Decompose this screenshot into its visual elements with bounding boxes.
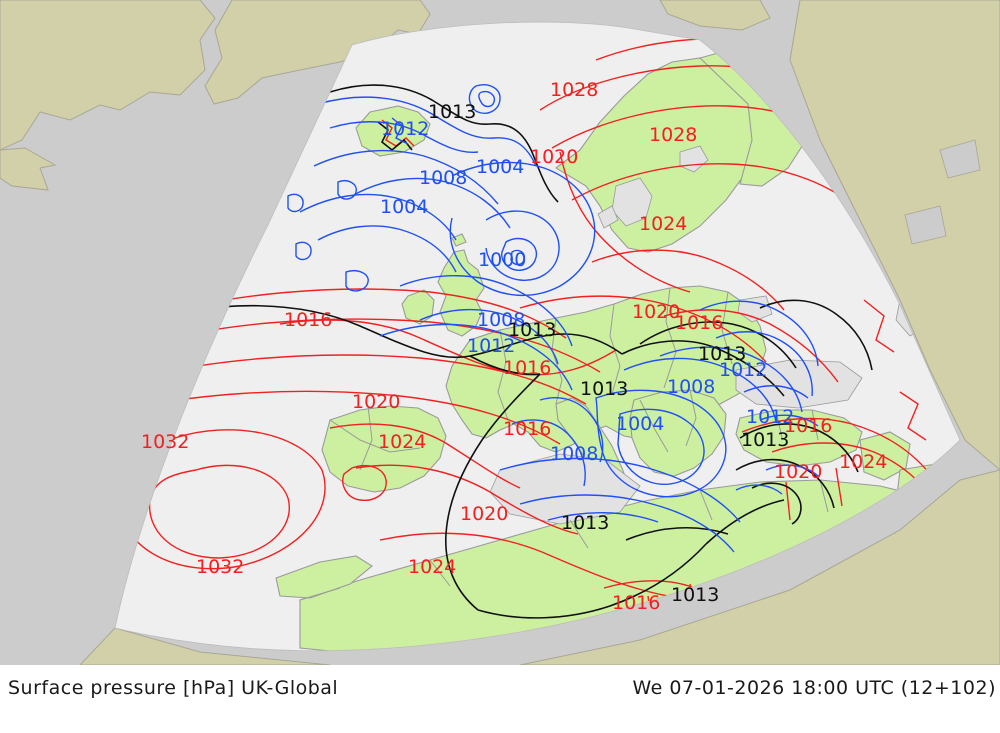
contour-label: 1012: [381, 118, 430, 140]
contour-label: 1016: [675, 312, 724, 334]
contour-label: 1013: [561, 512, 610, 534]
contour-label: 1020: [530, 146, 579, 168]
outside-domain-land: [0, 0, 1000, 665]
contour-label: 1016: [284, 309, 333, 331]
map-area[interactable]: 1013 1012 1008 1004 1004 1000 1028 1028 …: [0, 0, 1000, 665]
parameter-title: Surface pressure [hPa] UK-Global: [8, 677, 339, 699]
contour-label: 1024: [378, 431, 427, 453]
contour-label: 1008: [550, 443, 599, 465]
contour-label: 1004: [476, 156, 525, 178]
contour-label: 1008: [667, 376, 716, 398]
contour-label: 1013: [580, 378, 629, 400]
contour-label: 1028: [649, 124, 698, 146]
contour-label: 1020: [774, 461, 823, 483]
isobars-low: [287, 84, 819, 553]
contour-label: 1013: [428, 101, 477, 123]
contour-label: 1013: [508, 319, 557, 341]
footer-bar: Surface pressure [hPa] UK-Global We 07-0…: [0, 665, 1000, 733]
contour-label: 1008: [477, 309, 526, 331]
contour-label: 1020: [352, 391, 401, 413]
contour-label: 1016: [503, 357, 552, 379]
isobars-1013: [149, 84, 873, 619]
contour-label: 1012: [746, 406, 795, 428]
contour-label: 1013: [698, 343, 747, 365]
valid-time-label: We 07-01-2026 18:00 UTC (12+102): [632, 677, 996, 699]
contour-label: 1020: [632, 301, 681, 323]
contour-label: 1012: [719, 359, 768, 381]
contour-label: 1000: [478, 249, 527, 271]
contour-label: 1004: [616, 413, 665, 435]
contour-label: 1012: [467, 335, 516, 357]
contour-label: 1004: [380, 196, 429, 218]
domain-outline: [114, 21, 961, 652]
domain-land: [275, 43, 960, 651]
contour-label: 1020: [460, 503, 509, 525]
contour-label: 1013: [741, 429, 790, 451]
contour-label: 1016: [612, 592, 661, 614]
contour-label: 1032: [141, 431, 190, 453]
outside-sea-inlets: [904, 139, 981, 245]
contour-label: 1008: [419, 167, 468, 189]
contour-label: 1032: [196, 556, 245, 578]
contour-label: 1024: [408, 556, 457, 578]
contour-label: 1013: [671, 584, 720, 606]
contour-label: 1024: [839, 451, 888, 473]
contour-label: 1016: [503, 418, 552, 440]
surface-pressure-map: [0, 0, 1000, 665]
contour-label: 1024: [639, 213, 688, 235]
contour-label: 1028: [550, 79, 599, 101]
contour-label: 1016: [784, 415, 833, 437]
